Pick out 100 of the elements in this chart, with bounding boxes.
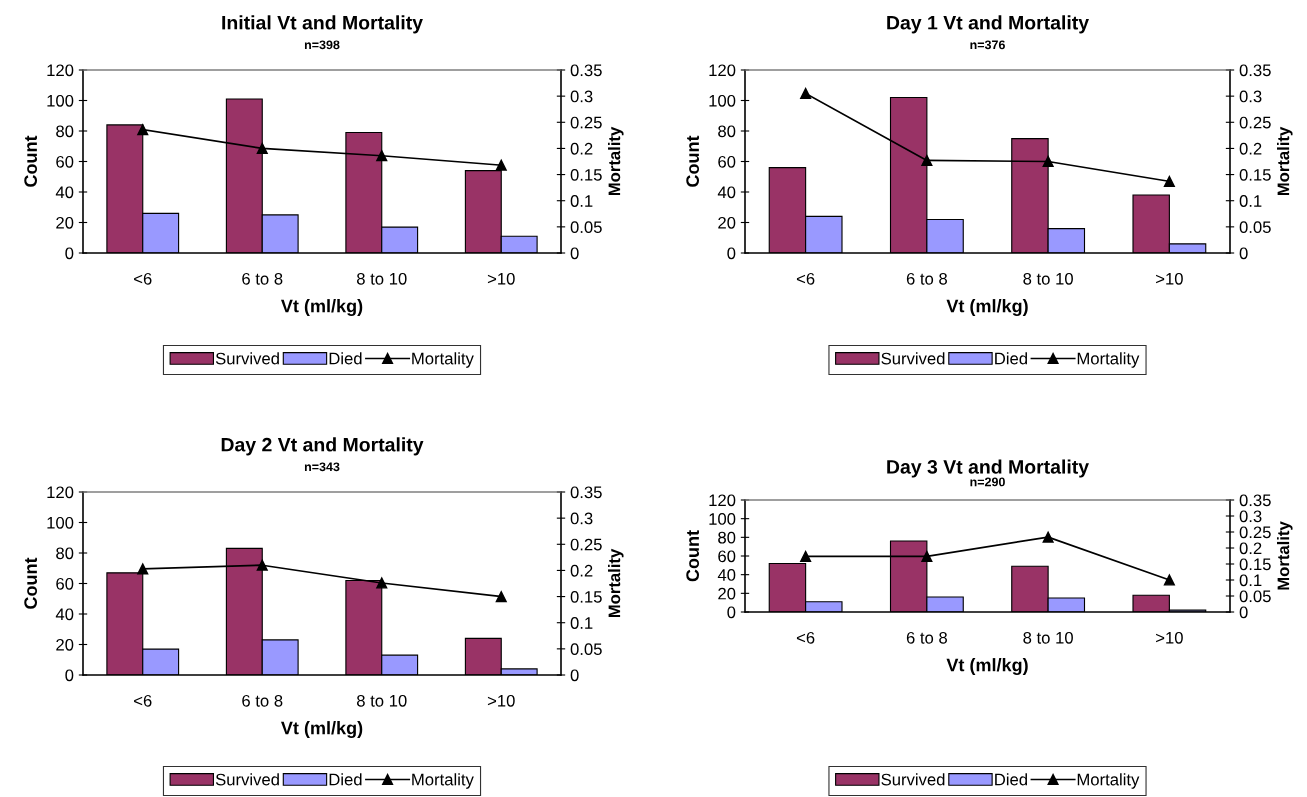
y2-tick-label: 0 — [1239, 247, 1248, 260]
y-tick-label: 120 — [709, 494, 736, 507]
y-tick-label: 120 — [709, 64, 736, 77]
y2-tick-label: 0.1 — [570, 617, 593, 629]
x-tick-label: 8 to 10 — [1023, 272, 1073, 285]
y-tick-label: 80 — [56, 125, 74, 138]
y2-tick-label: 0.05 — [1239, 590, 1271, 603]
x-tick-label: <6 — [134, 694, 152, 707]
y-tick-label: 80 — [718, 531, 736, 544]
x-tick-label: <6 — [796, 272, 815, 285]
legend-label: Survived — [881, 352, 945, 365]
y2-tick-label: 0 — [570, 247, 579, 260]
legend-label: Survived — [215, 773, 279, 786]
y-tick-label: 40 — [717, 569, 736, 581]
y2-tick-label: 0.25 — [570, 538, 602, 551]
y2-tick-label: 0.15 — [570, 168, 602, 181]
chart-title: Day 2 Vt and Mortality — [221, 437, 424, 456]
y-tick-label: 100 — [47, 516, 74, 529]
y2-tick-label: 0 — [1239, 606, 1248, 619]
legend-label: Died — [995, 773, 1027, 786]
y-tick-label: 120 — [47, 64, 74, 77]
y-tick-label: 40 — [55, 608, 74, 621]
legend-label: Survived — [215, 352, 279, 365]
y-tick-label: 100 — [709, 94, 736, 107]
y2-tick-label: 0.1 — [570, 195, 593, 207]
y2-tick-label: 0.25 — [1239, 526, 1271, 539]
legend-label: Died — [329, 773, 362, 786]
x-tick-label: 6 to 8 — [906, 272, 947, 285]
y2-tick-label: 0.05 — [570, 643, 602, 656]
x-axis-title: Vt (ml/kg) — [281, 721, 363, 738]
y-tick-label: 20 — [56, 216, 74, 229]
y2-tick-label: 0.05 — [570, 221, 602, 234]
legend-label: Mortality — [1077, 773, 1140, 789]
chart-title: Day 3 Vt and Mortality — [887, 459, 1089, 478]
x-tick-label: >10 — [1156, 272, 1183, 285]
legend-label: Mortality — [412, 352, 474, 368]
chart-title: Initial Vt and Mortality — [222, 15, 423, 34]
y2-tick-label: 0.25 — [570, 116, 602, 129]
y2-axis-title: Mortality — [608, 126, 624, 196]
y-axis-title: Count — [686, 530, 700, 582]
legend-label: Died — [329, 352, 362, 365]
y2-tick-label: 0.3 — [1239, 90, 1262, 103]
y2-tick-label: 0 — [570, 669, 579, 682]
chart-subtitle: n=398 — [304, 40, 340, 50]
y-tick-label: 20 — [56, 638, 74, 651]
y-axis-title: Count — [24, 135, 38, 187]
x-tick-label: >10 — [487, 694, 515, 707]
y-tick-label: 60 — [718, 155, 736, 168]
x-tick-label: 8 to 10 — [356, 272, 407, 285]
y-tick-label: 0 — [65, 247, 74, 260]
y-tick-label: 40 — [55, 186, 74, 199]
y2-tick-label: 0.15 — [1239, 558, 1271, 571]
y2-tick-label: 0.15 — [570, 590, 602, 603]
legend-label: Died — [995, 352, 1027, 365]
y-tick-label: 20 — [718, 216, 736, 229]
y-tick-label: 0 — [65, 669, 74, 682]
y-tick-label: 100 — [709, 513, 736, 525]
y2-tick-label: 0.35 — [1239, 494, 1271, 507]
x-tick-label: 8 to 10 — [1023, 631, 1073, 644]
x-axis-title: Vt (ml/kg) — [946, 658, 1028, 675]
x-tick-label: 6 to 8 — [242, 272, 283, 285]
chart-title: Day 1 Vt and Mortality — [887, 15, 1089, 34]
x-tick-label: 6 to 8 — [906, 631, 947, 644]
y2-tick-label: 0.1 — [1239, 195, 1262, 207]
y2-axis-title: Mortality — [1277, 126, 1293, 196]
y2-tick-label: 0.3 — [570, 90, 593, 103]
x-tick-label: >10 — [487, 272, 515, 285]
x-tick-label: 8 to 10 — [356, 694, 407, 707]
y2-tick-label: 0.2 — [570, 564, 593, 577]
y2-tick-label: 0.15 — [1239, 168, 1271, 181]
y-tick-label: 120 — [47, 486, 74, 499]
x-tick-label: 6 to 8 — [242, 694, 283, 707]
y-tick-label: 0 — [727, 247, 736, 260]
chart-subtitle: n=290 — [970, 477, 1005, 487]
y-tick-label: 80 — [718, 125, 736, 138]
y2-tick-label: 0.05 — [1239, 221, 1271, 234]
chart-subtitle: n=343 — [304, 462, 340, 472]
y2-tick-label: 0.35 — [1239, 64, 1271, 77]
y2-axis-title: Mortality — [608, 548, 624, 618]
y-tick-label: 60 — [56, 155, 74, 168]
y2-tick-label: 0.25 — [1239, 116, 1271, 129]
y-tick-label: 100 — [47, 94, 74, 107]
legend-label: Mortality — [1077, 352, 1140, 368]
x-tick-label: <6 — [134, 272, 152, 285]
legend-label: Mortality — [412, 773, 474, 789]
y2-tick-label: 0.2 — [1239, 542, 1262, 555]
x-axis-title: Vt (ml/kg) — [281, 299, 363, 316]
y-tick-label: 0 — [727, 606, 736, 619]
y2-tick-label: 0.2 — [570, 142, 593, 155]
y2-tick-label: 0.2 — [1239, 142, 1262, 155]
y-axis-title: Count — [686, 135, 700, 187]
y2-tick-label: 0.3 — [570, 512, 593, 525]
chart-subtitle: n=376 — [970, 40, 1005, 50]
x-tick-label: >10 — [1156, 631, 1183, 644]
y-tick-label: 60 — [56, 577, 74, 590]
y2-axis-title: Mortality — [1277, 521, 1293, 590]
y-axis-title: Count — [24, 557, 38, 609]
x-tick-label: <6 — [796, 631, 815, 644]
y-tick-label: 20 — [718, 587, 736, 600]
legend-label: Survived — [881, 773, 945, 786]
